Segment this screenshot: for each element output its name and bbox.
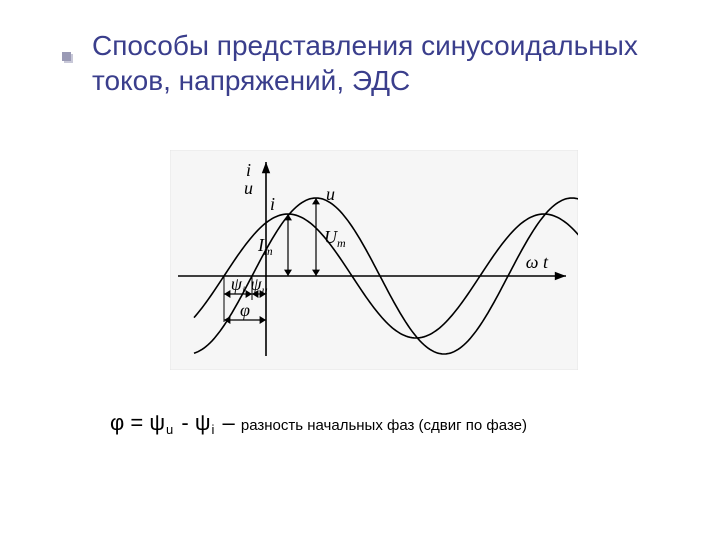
slide-title: Способы представления синусоидальных ток… (92, 28, 652, 98)
sine-diagram: iuiuImUmψiψuφω t (170, 150, 578, 370)
formula-dash: – (216, 410, 240, 435)
formula-sub-u: u (165, 422, 175, 437)
formula-eq: = (124, 410, 149, 435)
title-bullet (62, 52, 71, 61)
svg-text:u: u (326, 184, 335, 204)
formula-phi: φ (110, 410, 124, 435)
svg-text:φ: φ (240, 300, 250, 320)
formula-minus: - (175, 410, 195, 435)
svg-text:ω t: ω t (526, 252, 549, 272)
formula-psi-u: ψ (149, 410, 165, 435)
formula-line: φ = ψu - ψi – разность начальных фаз (сд… (110, 410, 527, 437)
formula-desc: разность начальных фаз (сдвиг по фазе) (241, 417, 527, 434)
svg-text:i: i (246, 160, 251, 180)
formula-psi-i: ψ (195, 410, 211, 435)
svg-text:i: i (270, 194, 275, 214)
svg-text:u: u (244, 178, 253, 198)
